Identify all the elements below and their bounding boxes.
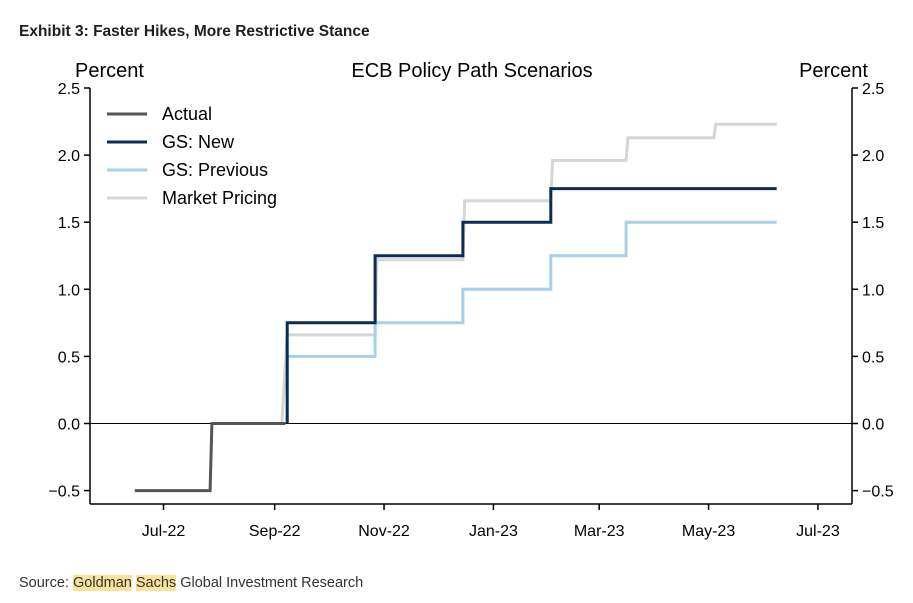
axes-group: −0.5 −0.5 0.0 0.0 0.5 0.5 1.0 1.0 1.5 1.5 2.0 2.0 2.… bbox=[48, 81, 893, 540]
y-tick-label-left: 2.5 bbox=[58, 81, 80, 98]
x-tick-label: Mar-23 bbox=[574, 523, 625, 540]
legend-label-gs-previous: GS: Previous bbox=[162, 160, 268, 180]
y-tick-label-right: 2.5 bbox=[862, 81, 884, 98]
series-layer bbox=[134, 122, 777, 493]
series-line-actual bbox=[134, 422, 286, 493]
y-tick-label-right: 2.0 bbox=[862, 148, 884, 165]
source-line: Source: Goldman Sachs Global Investment … bbox=[19, 575, 363, 591]
y-tick-label-right: 0.0 bbox=[862, 416, 884, 433]
left-axis-unit: Percent bbox=[75, 60, 144, 82]
source-prefix: Source: bbox=[19, 575, 73, 591]
x-tick-label: May-23 bbox=[682, 523, 735, 540]
y-tick-label-left: −0.5 bbox=[48, 484, 80, 501]
x-tick-label: Nov-22 bbox=[358, 523, 410, 540]
y-tick-label-left: 2.0 bbox=[58, 148, 80, 165]
legend-label-actual: Actual bbox=[162, 104, 212, 124]
source-highlight-sachs: Sachs bbox=[135, 575, 177, 591]
right-axis-unit: Percent bbox=[799, 60, 868, 82]
source-suffix: Global Investment Research bbox=[176, 575, 364, 591]
chart-title: ECB Policy Path Scenarios bbox=[351, 60, 592, 82]
y-tick-label-left: 0.5 bbox=[58, 349, 80, 366]
y-tick-label-right: 1.5 bbox=[862, 215, 884, 232]
x-tick-label: Jul-23 bbox=[796, 523, 840, 540]
series-line-market-pricing bbox=[280, 122, 777, 424]
y-tick-label-right: −0.5 bbox=[862, 484, 894, 501]
y-tick-label-left: 1.0 bbox=[58, 282, 80, 299]
x-tick-label: Sep-22 bbox=[249, 523, 301, 540]
legend: Actual GS: New GS: Previous Market Pricing bbox=[107, 104, 277, 208]
y-tick-label-right: 0.5 bbox=[862, 349, 884, 366]
y-tick-label-left: 1.5 bbox=[58, 215, 80, 232]
y-tick-label-left: 0.0 bbox=[58, 416, 80, 433]
x-tick-label: Jan-23 bbox=[469, 523, 518, 540]
legend-label-market-pricing: Market Pricing bbox=[162, 188, 277, 208]
x-tick-label: Jul-22 bbox=[142, 523, 186, 540]
legend-label-gs-new: GS: New bbox=[162, 132, 235, 152]
source-highlight-goldman: Goldman bbox=[73, 575, 132, 591]
exhibit-title: Exhibit 3: Faster Hikes, More Restrictiv… bbox=[19, 23, 370, 40]
series-line-gs-new bbox=[285, 187, 777, 424]
series-line-gs-previous bbox=[285, 220, 777, 424]
y-tick-label-right: 1.0 bbox=[862, 282, 884, 299]
